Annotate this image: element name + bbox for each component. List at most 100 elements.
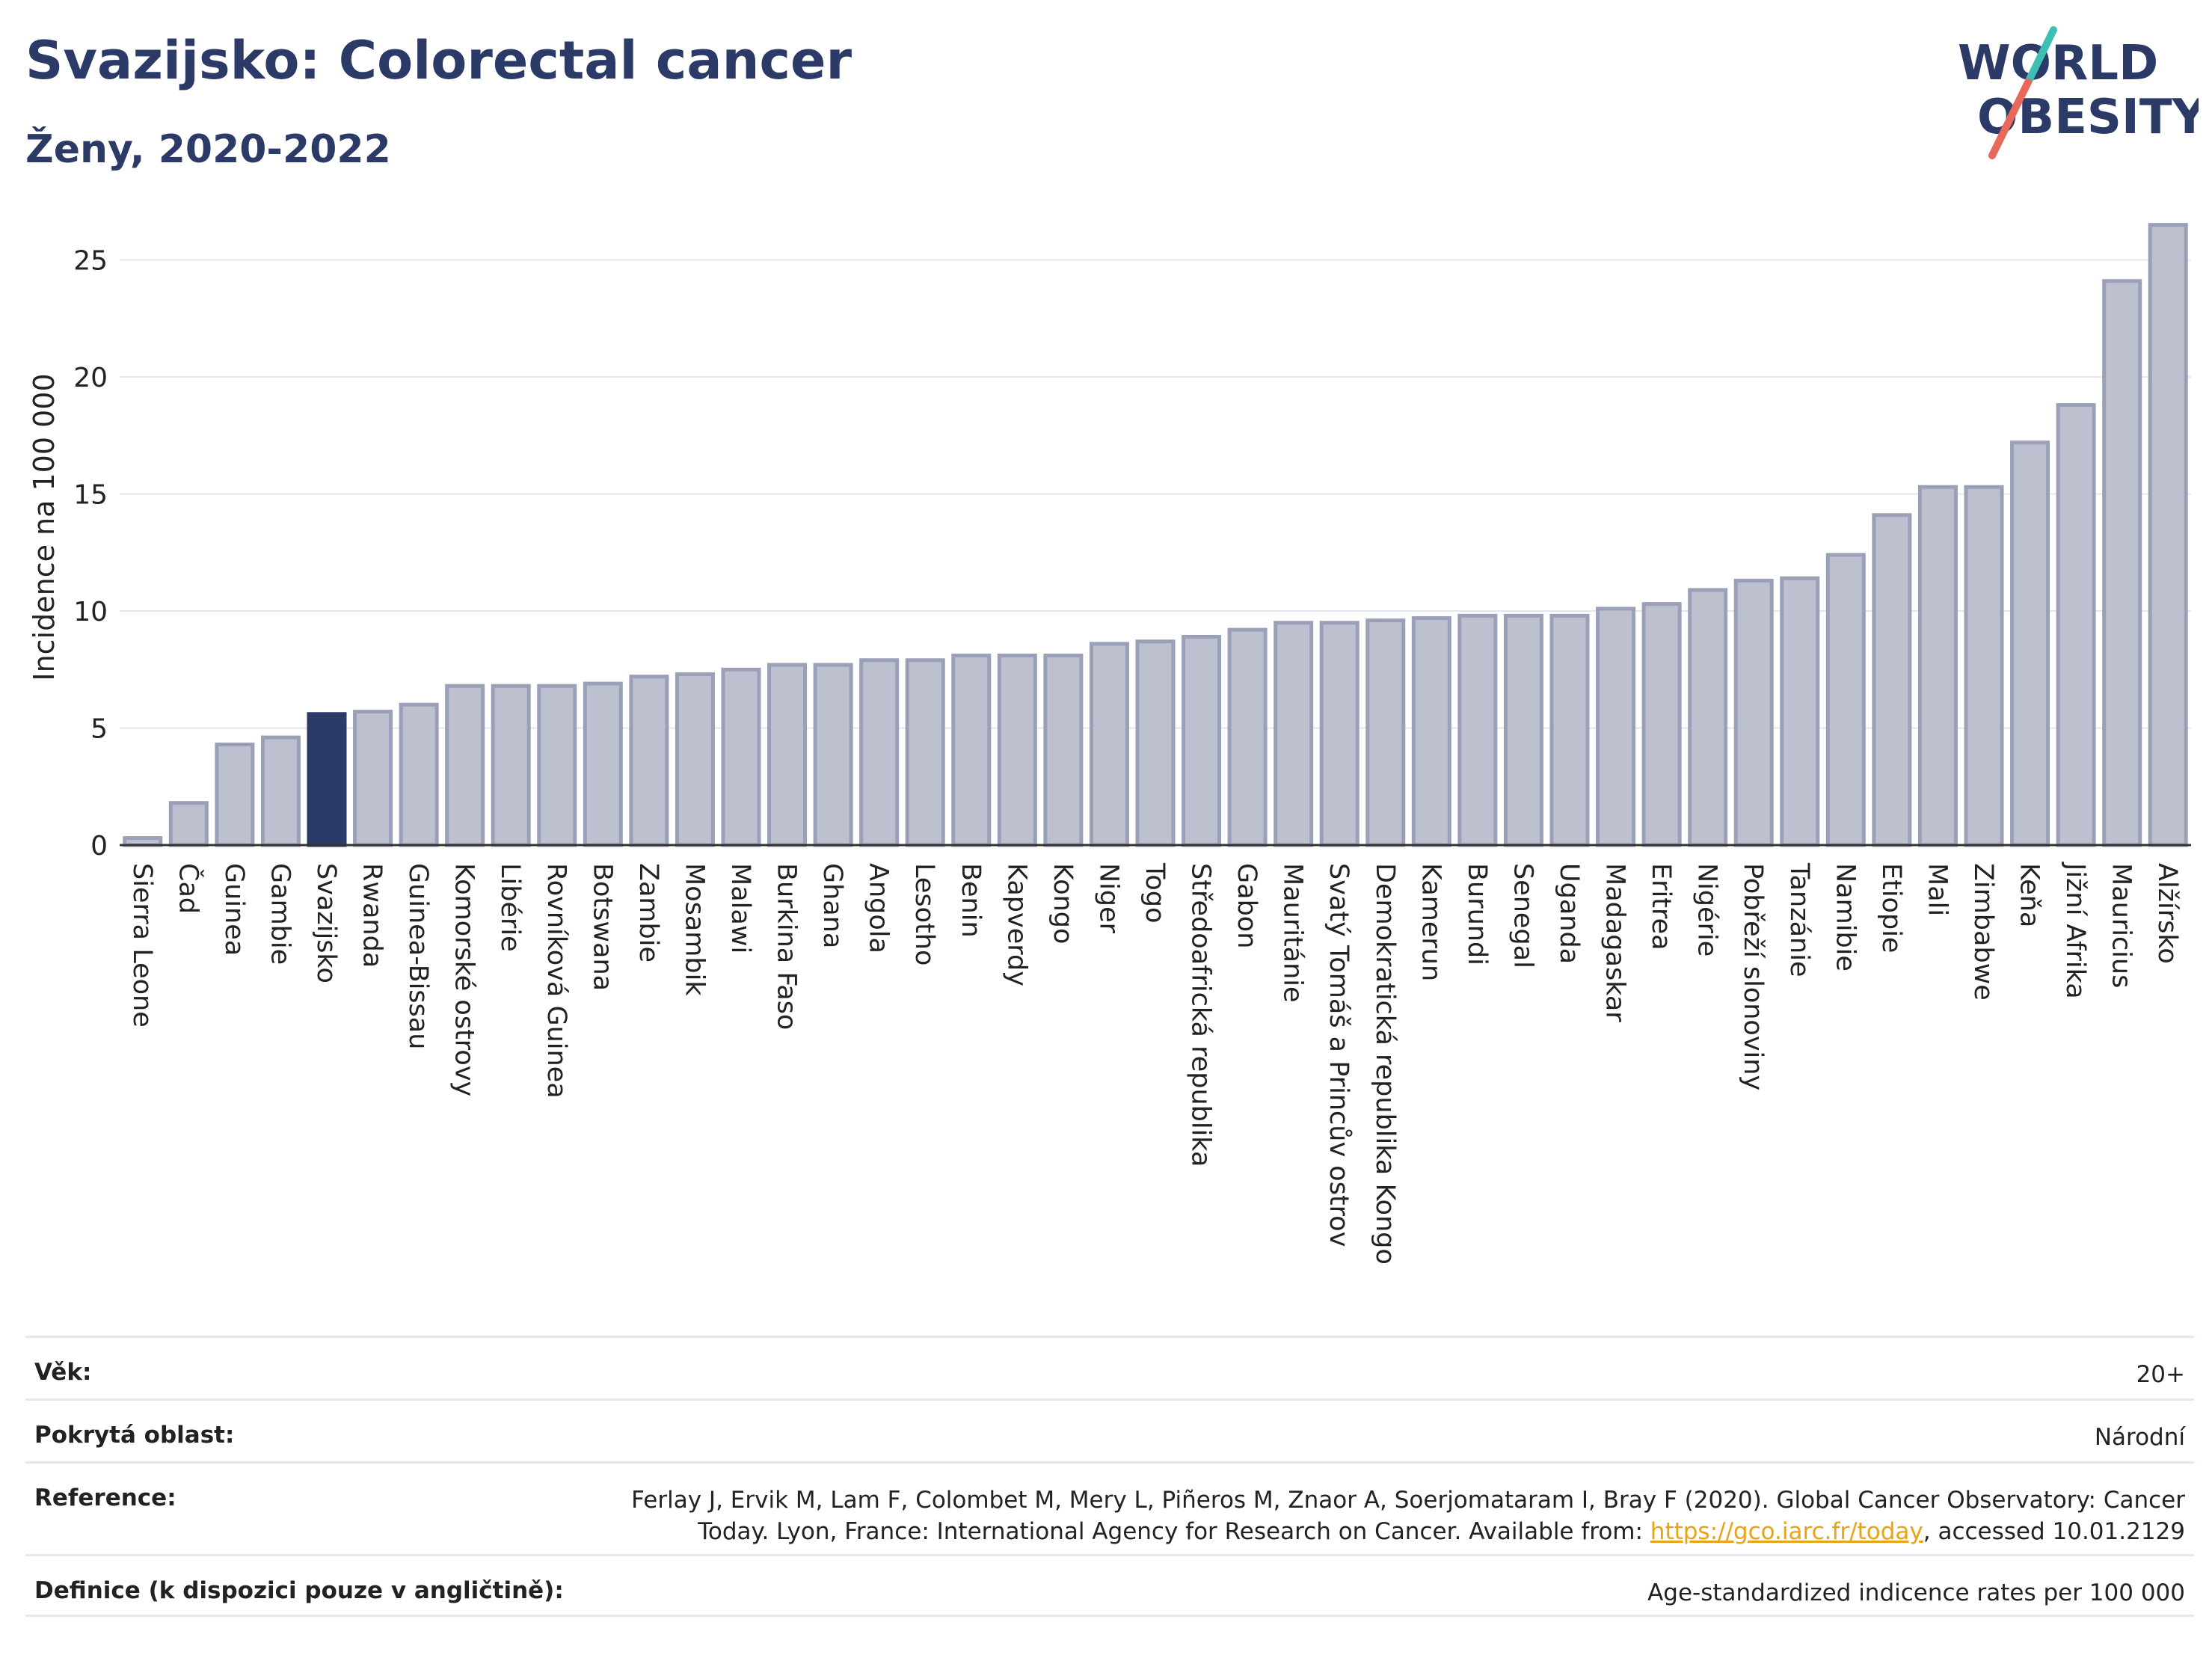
x-axis-labels: Sierra Leone Čad Guinea Gambie Svazijsko Rwan… xyxy=(127,862,2182,1265)
bar-pobřeží-slonoviny xyxy=(1733,578,1774,847)
x-tick-label: Pobřeží slonoviny xyxy=(1738,863,1768,1090)
bar-niger xyxy=(1089,642,1129,847)
x-tick-label: Svatý Tomáš a Princův ostrov xyxy=(1324,863,1354,1247)
meta-value: Národní xyxy=(2094,1424,2185,1451)
meta-label: Definice (k dispozici pouze v angličtině… xyxy=(34,1577,564,1604)
bar-čad xyxy=(168,801,209,847)
x-tick-label: Mauricius xyxy=(2107,863,2136,988)
bar-benin xyxy=(951,654,992,847)
x-tick-label: Gambie xyxy=(265,863,295,965)
y-axis-ticks: 0 5 10 15 20 25 xyxy=(73,246,108,862)
bar-mauritánie xyxy=(1274,621,1314,847)
meta-label: Věk: xyxy=(34,1359,92,1386)
bar-malawi xyxy=(721,667,761,847)
y-tick-label: 20 xyxy=(73,363,108,393)
x-tick-label: Kongo xyxy=(1048,863,1078,944)
bar-středoafrická-republika xyxy=(1182,634,1222,847)
bar-eritrea xyxy=(1641,602,1682,847)
reference-link[interactable]: https://gco.iarc.fr/today xyxy=(1650,1518,1923,1545)
x-tick-label: Mosambik xyxy=(679,863,709,996)
y-tick-label: 10 xyxy=(73,597,108,627)
bar-keňa xyxy=(2010,440,2050,847)
bar-zambie xyxy=(629,675,669,847)
bar-botswana xyxy=(583,681,623,847)
x-tick-label: Mauritánie xyxy=(1278,863,1308,1003)
x-tick-label: Lesotho xyxy=(909,863,939,965)
bar-kongo xyxy=(1043,654,1084,847)
x-tick-label: Guinea-Bissau xyxy=(403,863,433,1049)
bar-rwanda xyxy=(353,710,393,847)
bar-zimbabwe xyxy=(1964,485,2004,847)
bars xyxy=(123,223,2188,847)
bar-tanzánie xyxy=(1780,576,1820,847)
x-tick-label: Alžírsko xyxy=(2152,863,2182,964)
reference-line2-pre: Today. Lyon, France: International Agenc… xyxy=(698,1518,1650,1545)
x-tick-label: Mali xyxy=(1922,863,1952,916)
x-tick-label: Středoafrická republika xyxy=(1186,863,1216,1167)
x-tick-label: Keňa xyxy=(2015,863,2044,927)
bar-etiopie xyxy=(1872,513,1912,847)
x-tick-label: Nigérie xyxy=(1692,863,1722,957)
meta-value: Age-standardized indicence rates per 100… xyxy=(1647,1579,2185,1606)
x-tick-label: Libérie xyxy=(495,863,525,952)
x-tick-label: Komorské ostrovy xyxy=(449,863,479,1096)
bar-gambie xyxy=(260,735,301,847)
meta-row-age: Věk: 20+ xyxy=(25,1336,2194,1398)
x-tick-label: Jižní Afrika xyxy=(2060,862,2090,999)
x-tick-label: Kamerun xyxy=(1416,863,1446,981)
metadata-table: Věk: 20+ Pokrytá oblast: Národní Referen… xyxy=(25,1336,2194,1617)
bar-burundi xyxy=(1457,613,1498,847)
reference-line2-post: , accessed 10.01.2129 xyxy=(1923,1518,2185,1545)
y-tick-label: 5 xyxy=(90,714,108,745)
x-tick-label: Eritrea xyxy=(1646,863,1676,951)
bar-svatý-tomáš-a-princův-ostrov xyxy=(1319,621,1360,847)
reference-line1: Ferlay J, Ervik M, Lam F, Colombet M, Me… xyxy=(631,1487,2185,1514)
bar-svazijsko xyxy=(307,712,347,847)
bar-angola xyxy=(859,658,900,847)
bar-libérie xyxy=(491,684,531,847)
meta-row-definition: Definice (k dispozici pouze v angličtině… xyxy=(25,1554,2194,1617)
y-tick-label: 25 xyxy=(73,246,108,277)
meta-value: 20+ xyxy=(2136,1361,2185,1388)
bar-burkina-faso xyxy=(767,663,808,847)
reference-text: Ferlay J, Ervik M, Lam F, Colombet M, Me… xyxy=(631,1484,2185,1547)
x-tick-label: Burkina Faso xyxy=(772,863,802,1030)
bar-alžírsko xyxy=(2148,223,2188,847)
bar-ghana xyxy=(813,663,853,847)
y-tick-label: 0 xyxy=(90,831,108,862)
bar-namibie xyxy=(1825,553,1866,847)
bar-demokratická-republika-kongo xyxy=(1365,618,1406,847)
bar-mosambik xyxy=(675,672,715,847)
meta-label: Reference: xyxy=(34,1484,176,1511)
x-tick-label: Gabon xyxy=(1232,863,1262,948)
x-tick-label: Demokratická republika Kongo xyxy=(1370,863,1400,1265)
x-tick-label: Uganda xyxy=(1554,863,1584,964)
x-tick-label: Benin xyxy=(956,863,986,938)
bar-gabon xyxy=(1227,627,1268,847)
x-tick-label: Sierra Leone xyxy=(127,863,157,1028)
bar-nigérie xyxy=(1688,588,1728,847)
x-tick-label: Burundi xyxy=(1462,863,1492,965)
x-tick-label: Angola xyxy=(864,863,894,954)
x-tick-label: Malawi xyxy=(725,863,755,954)
world-obesity-logo: WORLD OBESITY xyxy=(1958,26,2199,159)
x-tick-label: Senegal xyxy=(1508,863,1537,968)
bar-mali xyxy=(1917,485,1958,847)
bar-senegal xyxy=(1503,613,1543,847)
meta-label: Pokrytá oblast: xyxy=(34,1422,235,1449)
x-tick-label: Madagaskar xyxy=(1600,863,1630,1022)
x-tick-label: Namibie xyxy=(1830,863,1860,971)
meta-row-reference: Reference: Ferlay J, Ervik M, Lam F, Col… xyxy=(25,1461,2194,1554)
x-tick-label: Guinea xyxy=(219,863,249,956)
meta-row-coverage: Pokrytá oblast: Národní xyxy=(25,1398,2194,1461)
x-tick-label: Rovníková Guinea xyxy=(541,863,571,1099)
bar-kamerun xyxy=(1411,615,1451,847)
x-tick-label: Etiopie xyxy=(1876,863,1906,953)
bar-kapverdy xyxy=(997,654,1037,847)
y-axis-label: Incidence na 100 000 xyxy=(28,373,61,681)
x-tick-label: Botswana xyxy=(587,863,617,991)
bar-uganda xyxy=(1549,613,1590,847)
bar-togo xyxy=(1135,639,1176,847)
x-tick-label: Ghana xyxy=(817,863,847,948)
page-subtitle: Ženy, 2020-2022 xyxy=(25,127,391,172)
